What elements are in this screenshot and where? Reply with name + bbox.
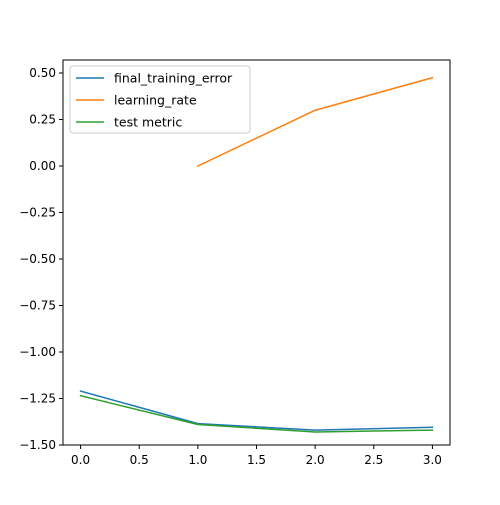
y-tick-label: −1.00 xyxy=(19,345,56,359)
y-tick-label: −1.50 xyxy=(19,438,56,452)
x-tick-label: 3.0 xyxy=(423,453,442,467)
y-tick-label: 0.00 xyxy=(29,159,56,173)
legend-label: test metric xyxy=(114,115,182,130)
y-tick-label: −0.50 xyxy=(19,252,56,266)
y-tick-label: 0.50 xyxy=(29,66,56,80)
legend-label: learning_rate xyxy=(114,93,197,108)
x-tick-label: 1.0 xyxy=(188,453,207,467)
y-tick-label: −1.25 xyxy=(19,392,56,406)
plot-lines xyxy=(79,76,434,433)
plot-frame xyxy=(62,59,451,446)
x-tick-label: 2.5 xyxy=(364,453,383,467)
y-axis: 0.50 0.25 0.00 −0.25 −0.50 −0.75 −1.00 −1.25 −1.… xyxy=(19,66,63,452)
x-axis: 0.0 0.5 1.0 1.5 2.0 2.5 3.0 xyxy=(71,445,442,467)
legend-box xyxy=(69,65,251,134)
x-tick-label: 1.5 xyxy=(247,453,266,467)
series-line-final-training-error xyxy=(79,390,434,431)
series-line-learning-rate xyxy=(196,76,434,168)
y-tick-label: 0.25 xyxy=(29,113,56,127)
x-tick-label: 0.0 xyxy=(71,453,90,467)
y-tick-label: −0.75 xyxy=(19,299,56,313)
x-tick-label: 2.0 xyxy=(306,453,325,467)
legend-label: final_training_error xyxy=(114,71,233,86)
x-tick-label: 0.5 xyxy=(130,453,149,467)
series-line-test-metric xyxy=(79,394,434,433)
y-tick-label: −0.25 xyxy=(19,206,56,220)
